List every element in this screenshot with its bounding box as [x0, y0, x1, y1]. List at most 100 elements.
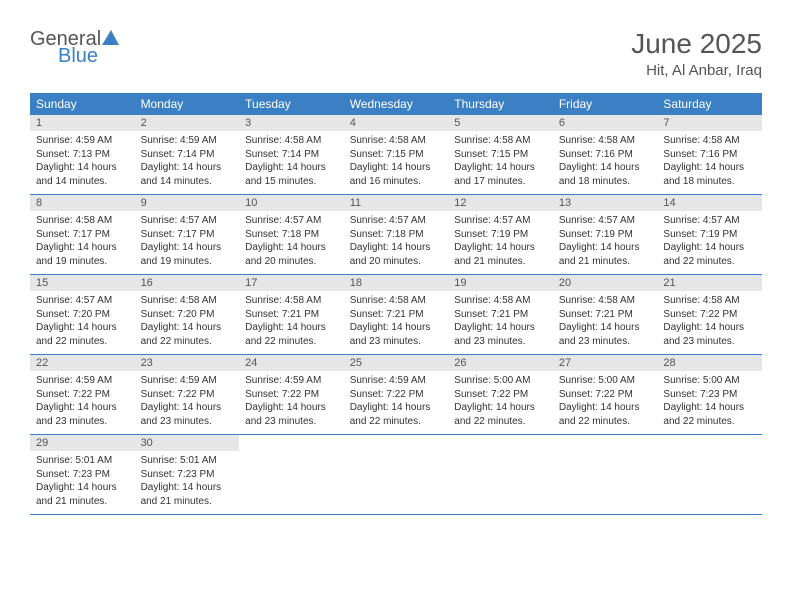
sunset-line: Sunset: 7:17 PM: [36, 228, 129, 242]
logo-sail-icon: [102, 30, 120, 51]
day-cell: 5Sunrise: 4:58 AMSunset: 7:15 PMDaylight…: [448, 115, 553, 194]
day-number: 22: [30, 355, 135, 371]
day-cell: 23Sunrise: 4:59 AMSunset: 7:22 PMDayligh…: [135, 355, 240, 434]
sunset-line: Sunset: 7:21 PM: [454, 308, 547, 322]
daylight-line: Daylight: 14 hours and 19 minutes.: [36, 241, 129, 268]
daylight-line: Daylight: 14 hours and 23 minutes.: [245, 401, 338, 428]
sunrise-line: Sunrise: 5:00 AM: [454, 374, 547, 388]
sunset-line: Sunset: 7:13 PM: [36, 148, 129, 162]
day-cell: 13Sunrise: 4:57 AMSunset: 7:19 PMDayligh…: [553, 195, 658, 274]
sunset-line: Sunset: 7:21 PM: [245, 308, 338, 322]
day-number: 21: [657, 275, 762, 291]
sunset-line: Sunset: 7:23 PM: [36, 468, 129, 482]
logo-text-blue: Blue: [58, 45, 98, 68]
daylight-line: Daylight: 14 hours and 22 minutes.: [663, 241, 756, 268]
sunrise-line: Sunrise: 4:58 AM: [36, 214, 129, 228]
daylight-line: Daylight: 14 hours and 23 minutes.: [663, 321, 756, 348]
day-cell: 10Sunrise: 4:57 AMSunset: 7:18 PMDayligh…: [239, 195, 344, 274]
day-cell: 8 Sunrise: 4:58 AMSunset: 7:17 PMDaylight…: [30, 195, 135, 274]
daylight-line: Daylight: 14 hours and 22 minutes.: [559, 401, 652, 428]
location-label: Hit, Al Anbar, Iraq: [631, 62, 762, 79]
sunrise-line: Sunrise: 5:00 AM: [663, 374, 756, 388]
title-block: June 2025 Hit, Al Anbar, Iraq: [631, 28, 762, 79]
daylight-line: Daylight: 14 hours and 23 minutes.: [350, 321, 443, 348]
day-header: Monday: [135, 93, 240, 115]
day-content: Sunrise: 4:57 AMSunset: 7:18 PMDaylight:…: [239, 211, 344, 274]
sunrise-line: Sunrise: 4:58 AM: [141, 294, 234, 308]
day-content: Sunrise: 4:59 AMSunset: 7:22 PMDaylight:…: [135, 371, 240, 434]
sunrise-line: Sunrise: 4:59 AM: [141, 134, 234, 148]
day-cell: 2Sunrise: 4:59 AMSunset: 7:14 PMDaylight…: [135, 115, 240, 194]
sunrise-line: Sunrise: 4:57 AM: [141, 214, 234, 228]
sunrise-line: Sunrise: 4:58 AM: [663, 134, 756, 148]
day-content: Sunrise: 4:59 AMSunset: 7:22 PMDaylight:…: [239, 371, 344, 434]
daylight-line: Daylight: 14 hours and 22 minutes.: [36, 321, 129, 348]
day-cell: 1Sunrise: 4:59 AMSunset: 7:13 PMDaylight…: [30, 115, 135, 194]
day-number: 2: [135, 115, 240, 131]
day-content: Sunrise: 4:58 AMSunset: 7:21 PMDaylight:…: [239, 291, 344, 354]
day-number: 11: [344, 195, 449, 211]
sunset-line: Sunset: 7:22 PM: [663, 308, 756, 322]
sunrise-line: Sunrise: 5:01 AM: [141, 454, 234, 468]
daylight-line: Daylight: 14 hours and 21 minutes.: [141, 481, 234, 508]
empty-cell: [657, 435, 762, 514]
sunrise-line: Sunrise: 4:59 AM: [245, 374, 338, 388]
daylight-line: Daylight: 14 hours and 23 minutes.: [36, 401, 129, 428]
day-content: Sunrise: 4:59 AMSunset: 7:13 PMDaylight:…: [30, 131, 135, 194]
day-number: 16: [135, 275, 240, 291]
day-number: 8: [30, 195, 135, 211]
day-number: 26: [448, 355, 553, 371]
daylight-line: Daylight: 14 hours and 20 minutes.: [350, 241, 443, 268]
day-cell: 16Sunrise: 4:58 AMSunset: 7:20 PMDayligh…: [135, 275, 240, 354]
day-cell: 15Sunrise: 4:57 AMSunset: 7:20 PMDayligh…: [30, 275, 135, 354]
sunset-line: Sunset: 7:17 PM: [141, 228, 234, 242]
day-header: Saturday: [657, 93, 762, 115]
day-number: 15: [30, 275, 135, 291]
day-content: Sunrise: 5:00 AMSunset: 7:22 PMDaylight:…: [448, 371, 553, 434]
day-number: 4: [344, 115, 449, 131]
day-content: Sunrise: 4:57 AMSunset: 7:18 PMDaylight:…: [344, 211, 449, 274]
sunset-line: Sunset: 7:18 PM: [245, 228, 338, 242]
day-cell: 14Sunrise: 4:57 AMSunset: 7:19 PMDayligh…: [657, 195, 762, 274]
week-row: 22Sunrise: 4:59 AMSunset: 7:22 PMDayligh…: [30, 355, 762, 435]
sunrise-line: Sunrise: 5:00 AM: [559, 374, 652, 388]
day-number: 23: [135, 355, 240, 371]
day-number: 19: [448, 275, 553, 291]
daylight-line: Daylight: 14 hours and 21 minutes.: [454, 241, 547, 268]
day-content: Sunrise: 4:58 AMSunset: 7:14 PMDaylight:…: [239, 131, 344, 194]
week-row: 8Sunrise: 4:58 AMSunset: 7:17 PMDaylight…: [30, 195, 762, 275]
day-number: 24: [239, 355, 344, 371]
day-content: Sunrise: 4:57 AMSunset: 7:20 PMDaylight:…: [30, 291, 135, 354]
day-number: 28: [657, 355, 762, 371]
daylight-line: Daylight: 14 hours and 17 minutes.: [454, 161, 547, 188]
day-header: Wednesday: [344, 93, 449, 115]
day-content: Sunrise: 4:57 AMSunset: 7:19 PMDaylight:…: [657, 211, 762, 274]
day-number: 1: [30, 115, 135, 131]
sunrise-line: Sunrise: 4:58 AM: [245, 294, 338, 308]
daylight-line: Daylight: 14 hours and 16 minutes.: [350, 161, 443, 188]
empty-cell: [448, 435, 553, 514]
sunrise-line: Sunrise: 5:01 AM: [36, 454, 129, 468]
sunrise-line: Sunrise: 4:58 AM: [559, 294, 652, 308]
day-content: Sunrise: 5:01 AMSunset: 7:23 PMDaylight:…: [30, 451, 135, 514]
daylight-line: Daylight: 14 hours and 21 minutes.: [559, 241, 652, 268]
day-cell: 19Sunrise: 4:58 AMSunset: 7:21 PMDayligh…: [448, 275, 553, 354]
day-content: Sunrise: 4:58 AMSunset: 7:21 PMDaylight:…: [553, 291, 658, 354]
day-cell: 11Sunrise: 4:57 AMSunset: 7:18 PMDayligh…: [344, 195, 449, 274]
day-cell: 9Sunrise: 4:57 AMSunset: 7:17 PMDaylight…: [135, 195, 240, 274]
daylight-line: Daylight: 14 hours and 15 minutes.: [245, 161, 338, 188]
day-cell: 6Sunrise: 4:58 AMSunset: 7:16 PMDaylight…: [553, 115, 658, 194]
day-content: Sunrise: 5:00 AMSunset: 7:23 PMDaylight:…: [657, 371, 762, 434]
daylight-line: Daylight: 14 hours and 22 minutes.: [350, 401, 443, 428]
day-headers-row: SundayMondayTuesdayWednesdayThursdayFrid…: [30, 93, 762, 115]
sunrise-line: Sunrise: 4:59 AM: [350, 374, 443, 388]
sunset-line: Sunset: 7:22 PM: [454, 388, 547, 402]
daylight-line: Daylight: 14 hours and 23 minutes.: [454, 321, 547, 348]
day-cell: 27Sunrise: 5:00 AMSunset: 7:22 PMDayligh…: [553, 355, 658, 434]
day-content: Sunrise: 4:59 AMSunset: 7:22 PMDaylight:…: [344, 371, 449, 434]
empty-cell: [344, 435, 449, 514]
sunset-line: Sunset: 7:20 PM: [36, 308, 129, 322]
month-title: June 2025: [631, 28, 762, 60]
day-cell: 25Sunrise: 4:59 AMSunset: 7:22 PMDayligh…: [344, 355, 449, 434]
week-row: 29Sunrise: 5:01 AMSunset: 7:23 PMDayligh…: [30, 435, 762, 515]
